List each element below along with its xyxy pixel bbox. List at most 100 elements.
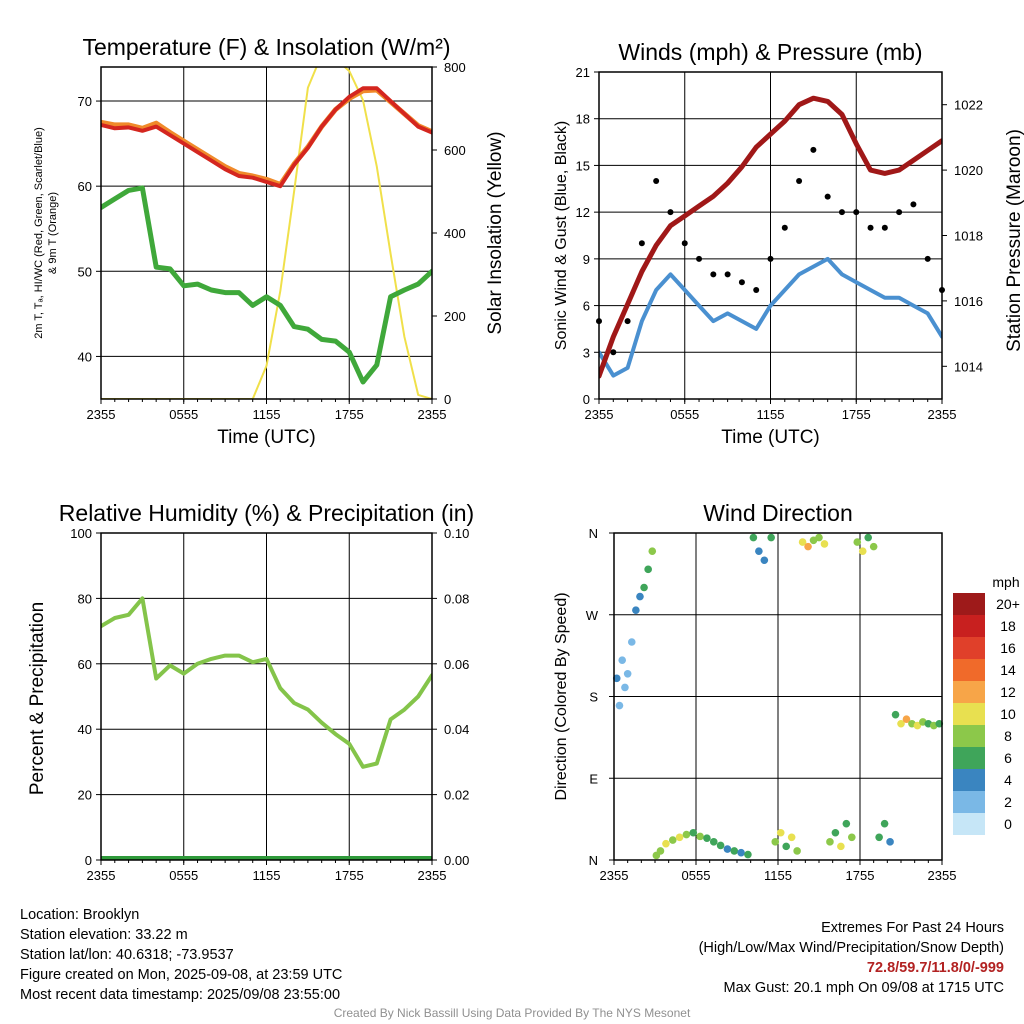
- credit-line: Created By Nick Bassill Using Data Provi…: [333, 1006, 691, 1020]
- dir-panel-legend-swatch: [953, 659, 985, 681]
- dir-panel-direction-point: [782, 842, 790, 851]
- wind-panel-title: Winds (mph) & Pressure (mb): [618, 39, 922, 65]
- dir-panel-direction-point: [689, 828, 698, 837]
- rh-panel-x-tick-label: 1155: [253, 868, 281, 883]
- rh-panel-x-tick-label: 2355: [87, 868, 116, 883]
- temp-panel-title: Temperature (F) & Insolation (W/m²): [82, 34, 450, 60]
- rh-panel-y-tick-label: 40: [78, 722, 92, 737]
- rh-panel-y-tick-label: 0: [85, 853, 92, 868]
- dir-panel-direction-point: [737, 848, 745, 857]
- dir-panel-x-tick-label: 2355: [600, 868, 629, 883]
- wind-panel-x-tick-label: 0555: [670, 407, 699, 422]
- rh-panel-y2-tick-label: 0.00: [444, 853, 469, 868]
- temp-panel-x-tick-label: 0555: [169, 407, 198, 422]
- temp-panel-y2-tick-label: 600: [444, 143, 466, 158]
- dir-panel-direction-point: [842, 819, 851, 828]
- dir-panel-direction-point: [709, 838, 718, 846]
- wind-panel-y-tick-label: 12: [576, 205, 590, 220]
- rh-panel-title: Relative Humidity (%) & Precipitation (i…: [59, 500, 474, 526]
- wind-panel-gust-point: [724, 271, 731, 278]
- dir-panel-legend-swatch: [953, 769, 985, 791]
- rh-panel-x-tick-label: 1755: [335, 868, 364, 883]
- dir-panel-legend-swatch: [953, 725, 985, 747]
- wind-panel-y2-axis-label: Station Pressure (Maroon): [1004, 129, 1024, 352]
- dir-panel-legend-label: 0: [1004, 816, 1012, 832]
- dir-panel-y-tick-label: E: [589, 771, 598, 786]
- wind-panel-series-sonic-wind: [599, 256, 942, 378]
- temp-panel-x-tick-label: 1155: [253, 407, 281, 422]
- rh-panel-series-relative-humidity: [101, 596, 432, 769]
- wind-panel-y-tick-label: 21: [576, 65, 590, 80]
- station-location: Location: Brooklyn: [20, 907, 140, 923]
- temp-panel-y-axis-label-line2: & 9m T (Orange): [47, 192, 59, 274]
- wind-panel-y-tick-label: 3: [583, 345, 590, 360]
- wind-panel-x-tick-label: 2355: [928, 407, 957, 422]
- wind-panel-gust-point: [610, 349, 617, 356]
- rh-panel-y2-tick-label: 0.04: [444, 722, 469, 737]
- dir-panel-legend-label: 10: [1000, 706, 1016, 722]
- wind-panel-x-tick-label: 1155: [757, 407, 785, 422]
- dir-panel-direction-point: [815, 533, 823, 542]
- station-info: Location: Brooklyn Station elevation: 33…: [20, 905, 342, 1005]
- rh-panel-y2-tick-label: 0.10: [444, 526, 469, 541]
- dir-panel-direction-point: [730, 847, 739, 855]
- wind-panel-gust-point: [667, 209, 674, 216]
- dir-panel-direction-point: [891, 710, 900, 719]
- dir-panel-direction-point: [644, 565, 652, 574]
- wind-panel-y2-tick-label: 1016: [954, 294, 983, 309]
- dir-panel-direction-point: [935, 719, 944, 728]
- dir-panel-direction-point: [820, 540, 829, 548]
- dir-panel-y-axis-label: Direction (Colored By Speed): [553, 592, 570, 800]
- wind-panel-gust-point: [867, 224, 874, 231]
- dir-panel-direction-point: [744, 850, 752, 859]
- rh-panel-y-tick-label: 60: [78, 657, 92, 672]
- dir-panel-legend-label: 18: [1000, 618, 1016, 634]
- dir-panel-direction-point: [793, 847, 801, 855]
- wind-panel-gust-point: [738, 279, 745, 286]
- dir-panel-direction-point: [913, 721, 922, 730]
- dir-panel-direction-point: [696, 832, 704, 841]
- dir-panel-x-tick-label: 1155: [764, 868, 792, 883]
- rh-panel-y2-tick-label: 0.02: [444, 788, 469, 803]
- wind-panel-gust-point: [696, 255, 703, 262]
- temp-panel-y2-tick-label: 200: [444, 309, 466, 324]
- dir-panel-direction-point: [656, 847, 665, 855]
- dir-panel-legend-label: 20+: [996, 596, 1020, 612]
- station-elevation: Station elevation: 33.22 m: [20, 927, 188, 943]
- wind-panel-y-tick-label: 18: [576, 112, 590, 127]
- temp-panel-x-tick-label: 2355: [87, 407, 116, 422]
- dir-panel-legend-label: 14: [1000, 662, 1016, 678]
- temp-panel-y-tick-label: 60: [78, 179, 92, 194]
- dir-panel-direction-point: [858, 547, 867, 555]
- dir-panel-y-tick-label: W: [586, 608, 599, 623]
- temp-panel-series-solar-insolation: [101, 67, 432, 399]
- wind-panel-gust-point: [796, 178, 803, 184]
- temp-panel-x-tick-label: 1755: [335, 407, 364, 422]
- dir-panel-direction-point: [668, 836, 677, 844]
- dir-panel-legend-swatch: [953, 747, 985, 769]
- dir-panel-direction-point: [621, 683, 629, 692]
- wind-panel-gust-point: [753, 287, 760, 293]
- dir-panel-legend-swatch: [953, 637, 985, 659]
- dir-panel-legend-label: 8: [1004, 728, 1012, 744]
- wind-panel-gust-point: [781, 224, 788, 231]
- wind-panel-gust-point: [710, 271, 717, 278]
- wind-panel-y2-tick-label: 1020: [954, 163, 983, 178]
- wind-panel-gust-point: [638, 240, 645, 247]
- dir-panel-y-tick-label: S: [589, 690, 598, 705]
- dir-panel-direction-point: [755, 547, 763, 555]
- dir-panel-legend-label: 4: [1004, 772, 1012, 788]
- temp-panel-y-tick-label: 50: [78, 264, 92, 279]
- temp-panel-x-tick-label: 2355: [418, 407, 447, 422]
- dir-panel-direction-point: [760, 556, 769, 565]
- wind-panel-gust-point: [910, 201, 917, 208]
- dir-panel-legend-label: 12: [1000, 684, 1016, 700]
- dir-panel-legend-label: 6: [1004, 750, 1012, 766]
- dir-panel-legend-swatch: [953, 703, 985, 725]
- dir-panel-direction-point: [875, 833, 883, 842]
- extremes-title: Extremes For Past 24 Hours: [821, 920, 1004, 936]
- wind-panel-y2-tick-label: 1018: [954, 229, 983, 244]
- dir-panel-direction-point: [615, 701, 624, 710]
- dir-panel-direction-point: [623, 669, 632, 678]
